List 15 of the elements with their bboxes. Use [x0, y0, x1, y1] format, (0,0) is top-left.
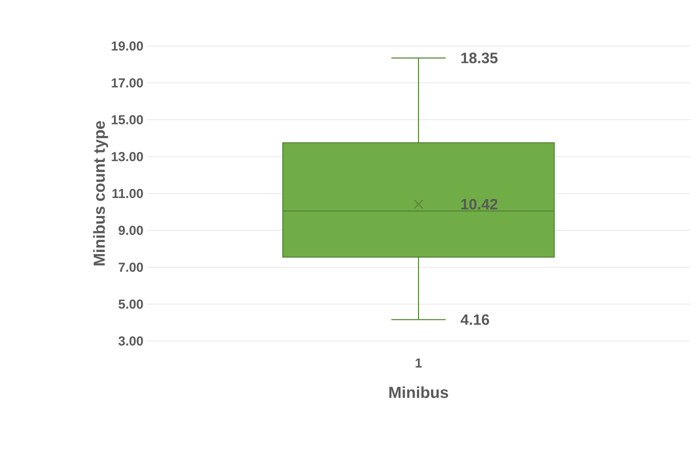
y-axis-title: Minibus count type [93, 121, 108, 266]
y-tick-label: 5.00 [118, 300, 143, 309]
y-tick-label: 13.00 [112, 152, 143, 162]
y-tick-label: 19.00 [112, 41, 143, 51]
y-tick-label: 9.00 [118, 226, 143, 235]
y-tick-label: 15.00 [112, 115, 143, 124]
x-axis-title: Minibus [389, 386, 448, 398]
y-tick-label: 7.00 [118, 262, 143, 272]
x-tick-label: 1 [416, 358, 422, 368]
annotation: 4.16 [460, 314, 490, 325]
y-tick-label: 17.00 [112, 78, 143, 88]
annotation: 10.42 [461, 198, 498, 210]
annotation: 18.35 [461, 52, 498, 64]
y-tick-label: 11.00 [112, 188, 143, 198]
y-tick-label: 3.00 [118, 336, 143, 346]
